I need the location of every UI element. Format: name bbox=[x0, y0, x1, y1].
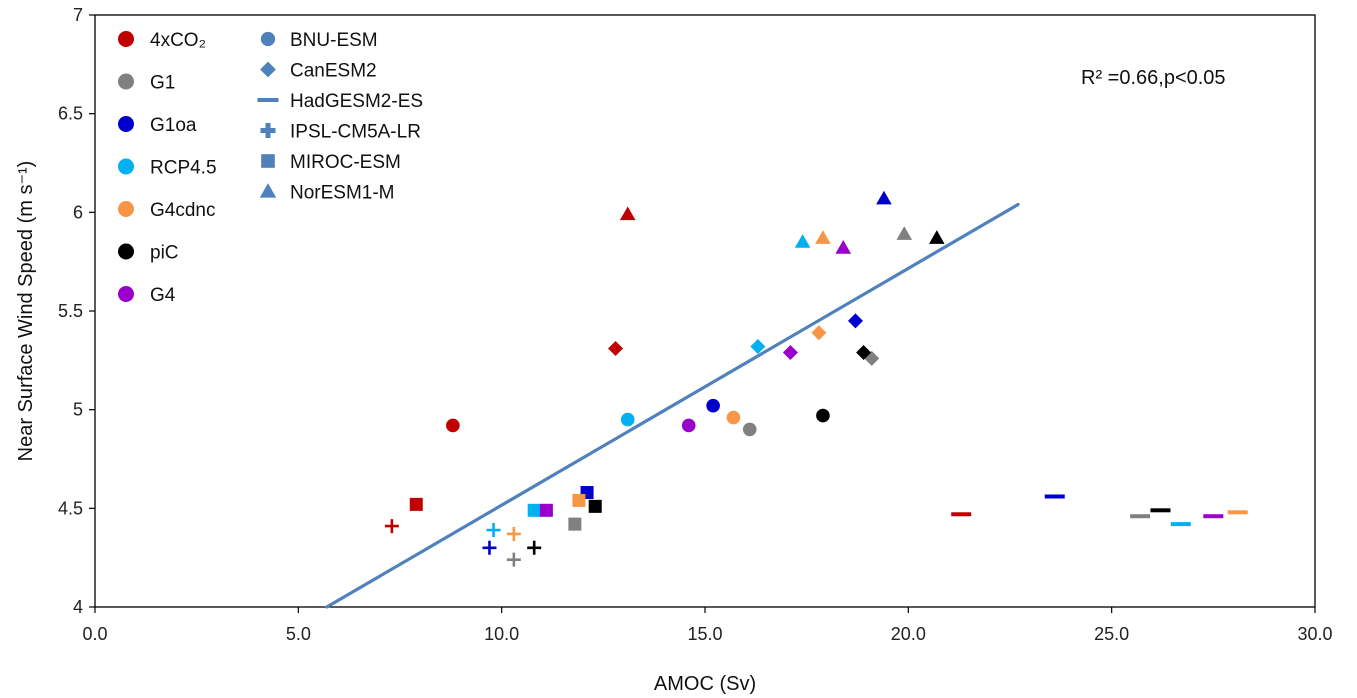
y-tick-label: 4.5 bbox=[58, 498, 83, 518]
y-tick-label: 6.5 bbox=[58, 104, 83, 124]
data-point-dash bbox=[1227, 510, 1248, 515]
legend-swatch-1 bbox=[118, 31, 134, 47]
data-point-circle bbox=[706, 398, 720, 413]
data-point-triangle bbox=[794, 234, 811, 248]
data-point-circle bbox=[620, 412, 635, 427]
data-point-square bbox=[572, 493, 586, 507]
legend-label-experiment: piC bbox=[150, 243, 179, 264]
axis-ticks: 0.0 5.0 10.0 15.0 20.0 25.0 30.0 4 4.5 5 5.5 6 6.5 7 bbox=[58, 5, 1333, 644]
data-point-diamond bbox=[856, 344, 872, 360]
legend-label-experiment: G1 bbox=[150, 73, 175, 94]
legend-swatch-2 bbox=[118, 73, 134, 90]
data-point-plus bbox=[527, 540, 542, 555]
legend-label-experiment: G1oa bbox=[150, 115, 197, 136]
data-point-dash bbox=[1150, 508, 1171, 513]
legend-label-model: IPSL-CM5A-LR bbox=[290, 122, 421, 143]
data-point-triangle bbox=[835, 240, 852, 254]
legend-label-experiment: 4xCO₂ bbox=[150, 30, 206, 51]
x-tick-label: 5.0 bbox=[286, 624, 311, 644]
data-point-diamond bbox=[782, 344, 798, 360]
x-axis-title: AMOC (Sv) bbox=[654, 673, 756, 695]
data-point-circle bbox=[742, 422, 757, 437]
legend-swatch-3 bbox=[118, 116, 134, 132]
y-axis-title: Near Surface Wind Speed (m s⁻¹) bbox=[15, 161, 37, 462]
data-point-plus bbox=[506, 552, 521, 567]
data-point-square bbox=[527, 503, 541, 517]
data-point-square bbox=[588, 499, 602, 513]
legend-icon-dash bbox=[257, 98, 279, 102]
x-tick-label: 20.0 bbox=[891, 624, 926, 644]
data-point-dash bbox=[1044, 494, 1065, 499]
legend-swatch-6 bbox=[118, 243, 134, 260]
data-point-square bbox=[568, 517, 582, 531]
legend-label-model: NorESM1-M bbox=[290, 183, 395, 204]
x-tick-label: 25.0 bbox=[1094, 624, 1129, 644]
legend-label-model: CanESM2 bbox=[290, 61, 377, 82]
legend-swatch-5 bbox=[118, 201, 134, 217]
y-tick-label: 5.5 bbox=[58, 301, 83, 321]
y-tick-label: 6 bbox=[73, 202, 83, 222]
data-point-triangle bbox=[619, 206, 636, 221]
y-tick-label: 7 bbox=[73, 5, 83, 25]
data-point-plus bbox=[506, 526, 521, 541]
y-tick-label: 4 bbox=[73, 597, 83, 617]
legend-icon-square bbox=[261, 154, 275, 168]
legend-icon-triangle bbox=[259, 183, 277, 198]
data-points bbox=[384, 190, 1248, 567]
data-point-triangle bbox=[815, 230, 831, 244]
x-tick-label: 0.0 bbox=[82, 624, 107, 644]
data-point-circle bbox=[446, 418, 460, 433]
r2-annotation: R² =0.66,p<0.05 bbox=[1081, 67, 1226, 89]
data-point-square bbox=[409, 497, 423, 511]
x-tick-label: 15.0 bbox=[687, 624, 722, 644]
data-point-dash bbox=[1170, 522, 1191, 527]
data-point-square bbox=[539, 503, 553, 517]
data-point-diamond bbox=[750, 339, 766, 355]
x-tick-label: 30.0 bbox=[1297, 624, 1332, 644]
data-point-triangle bbox=[929, 230, 945, 244]
data-point-diamond bbox=[811, 325, 827, 341]
y-tick-label: 5 bbox=[73, 400, 83, 420]
data-point-circle bbox=[681, 418, 696, 433]
legend-icon-plus bbox=[260, 123, 276, 138]
data-point-diamond bbox=[608, 340, 624, 356]
regression-line-group bbox=[325, 202, 1020, 609]
legend-icon-circle bbox=[260, 31, 276, 47]
data-point-diamond bbox=[847, 313, 863, 329]
legend-swatch-4 bbox=[118, 158, 134, 175]
data-point-circle bbox=[816, 408, 830, 423]
legend: 4xCO₂ G1 G1oa RCP4.5 G4cdnc piC G4 BNU-ESM CanES… bbox=[118, 30, 423, 306]
data-point-dash bbox=[1203, 514, 1224, 519]
data-point-dash bbox=[951, 512, 972, 517]
legend-label-model: HadGESM2-ES bbox=[290, 91, 423, 112]
legend-label-experiment: G4 bbox=[150, 285, 176, 306]
data-point-dash bbox=[1130, 514, 1151, 519]
legend-label-experiment: G4cdnc bbox=[150, 200, 215, 221]
legend-label-experiment: RCP4.5 bbox=[150, 158, 217, 179]
x-tick-label: 10.0 bbox=[484, 624, 519, 644]
data-point-plus bbox=[486, 523, 501, 538]
regression-line bbox=[325, 202, 1020, 609]
legend-swatch-7 bbox=[118, 286, 134, 302]
data-point-circle bbox=[726, 410, 741, 425]
legend-label-model: MIROC-ESM bbox=[290, 152, 401, 173]
legend-icon-diamond bbox=[260, 61, 276, 78]
data-point-plus bbox=[482, 540, 497, 555]
data-point-triangle bbox=[896, 226, 913, 240]
legend-label-model: BNU-ESM bbox=[290, 30, 378, 51]
data-point-triangle bbox=[876, 190, 892, 205]
data-point-plus bbox=[384, 519, 399, 534]
